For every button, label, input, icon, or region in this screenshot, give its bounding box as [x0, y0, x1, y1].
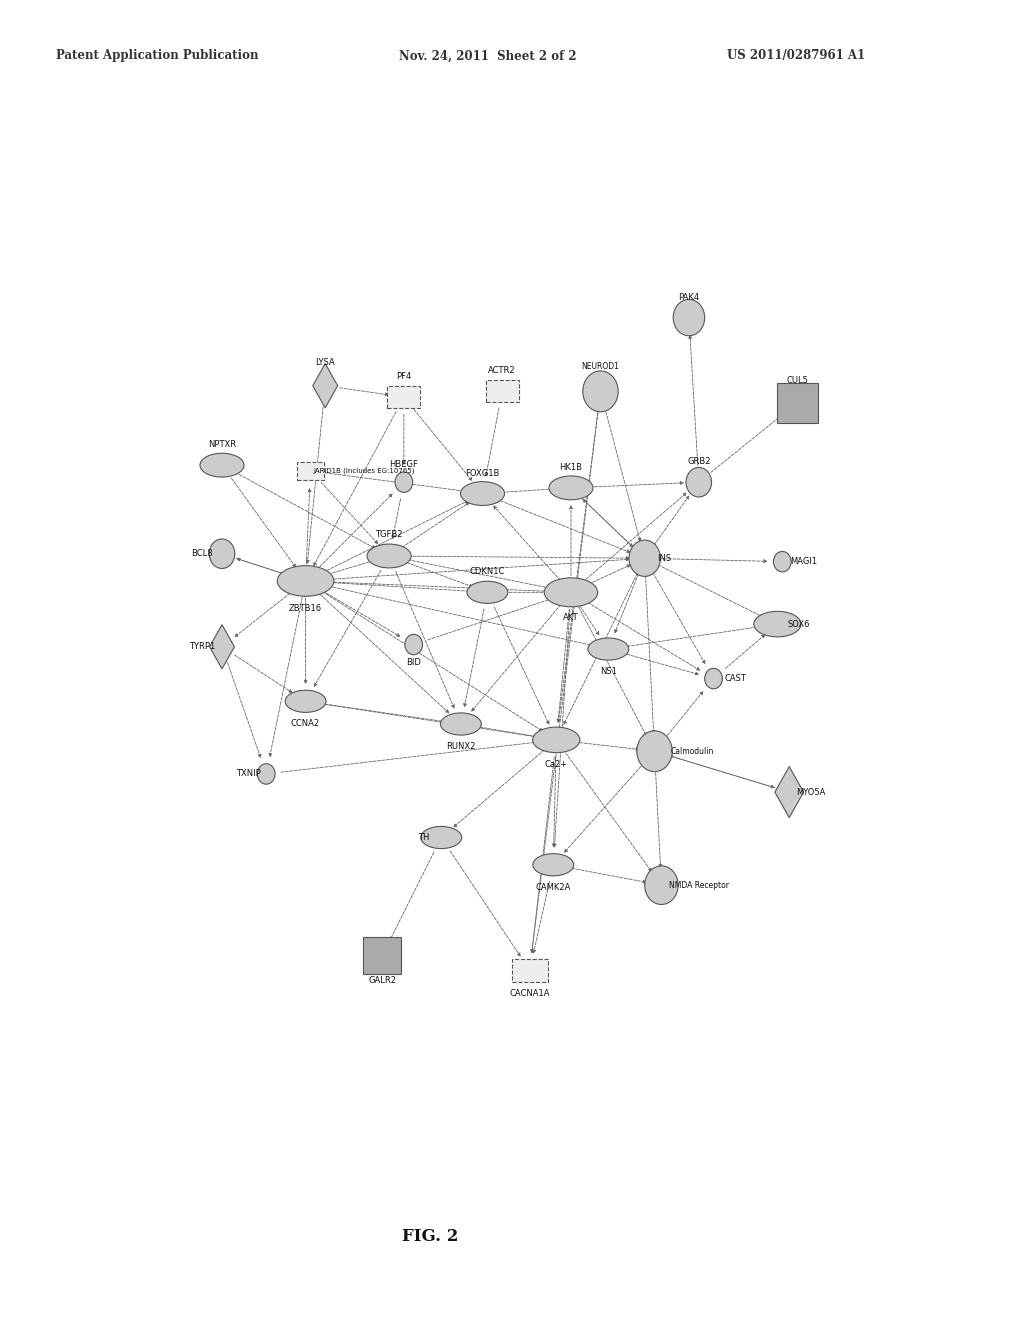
Ellipse shape	[285, 690, 326, 713]
Bar	[485, 380, 519, 403]
Text: BID: BID	[407, 659, 421, 667]
Circle shape	[583, 371, 618, 412]
Ellipse shape	[467, 581, 508, 603]
Text: Calmodulin: Calmodulin	[671, 747, 714, 756]
Text: TH: TH	[418, 833, 429, 842]
Ellipse shape	[421, 826, 462, 849]
Text: Ca2+: Ca2+	[545, 760, 567, 770]
Text: INS: INS	[657, 554, 672, 562]
Text: NEUROD1: NEUROD1	[582, 362, 620, 371]
Text: HBEGF: HBEGF	[389, 459, 418, 469]
Text: US 2011/0287961 A1: US 2011/0287961 A1	[727, 49, 865, 62]
Text: Nov. 24, 2011  Sheet 2 of 2: Nov. 24, 2011 Sheet 2 of 2	[399, 49, 577, 62]
Ellipse shape	[367, 544, 412, 568]
Text: LYSA: LYSA	[315, 359, 335, 367]
Circle shape	[686, 467, 712, 496]
Bar	[387, 387, 421, 408]
Text: CUL5: CUL5	[786, 375, 808, 384]
Text: TYRP1: TYRP1	[189, 643, 215, 651]
Text: MAGI1: MAGI1	[791, 557, 817, 566]
Ellipse shape	[200, 453, 244, 477]
Circle shape	[257, 764, 275, 784]
Text: AKT: AKT	[563, 612, 579, 622]
Text: FOXG1B: FOXG1B	[465, 469, 500, 478]
Polygon shape	[210, 624, 234, 669]
Text: TXNIP: TXNIP	[237, 770, 261, 779]
Circle shape	[673, 300, 705, 335]
Ellipse shape	[278, 566, 334, 597]
Ellipse shape	[588, 638, 629, 660]
Text: GRB2: GRB2	[687, 457, 711, 466]
Text: NPTXR: NPTXR	[208, 441, 237, 449]
Text: FIG. 2: FIG. 2	[401, 1228, 459, 1245]
Circle shape	[645, 866, 678, 904]
Ellipse shape	[544, 578, 598, 607]
Text: CACNA1A: CACNA1A	[510, 989, 550, 998]
Circle shape	[773, 552, 792, 572]
Text: ACTR2: ACTR2	[488, 367, 516, 375]
Text: JARID1B (includes EG:10765): JARID1B (includes EG:10765)	[313, 467, 416, 474]
Circle shape	[637, 731, 672, 772]
Text: CAMK2A: CAMK2A	[536, 883, 571, 892]
Text: PAK4: PAK4	[678, 293, 699, 302]
Ellipse shape	[461, 482, 505, 506]
Text: Patent Application Publication: Patent Application Publication	[56, 49, 259, 62]
Text: CCNA2: CCNA2	[291, 719, 321, 729]
Ellipse shape	[549, 477, 593, 500]
Text: RUNX2: RUNX2	[446, 742, 475, 751]
Bar	[512, 958, 548, 982]
Text: HK1B: HK1B	[559, 463, 583, 473]
Text: TGFB2: TGFB2	[376, 529, 402, 539]
Polygon shape	[312, 363, 338, 408]
Ellipse shape	[440, 713, 481, 735]
Text: BCL8: BCL8	[191, 549, 213, 558]
Bar	[297, 462, 325, 480]
Bar	[364, 937, 401, 974]
Ellipse shape	[754, 611, 801, 636]
Text: CAST: CAST	[724, 675, 746, 682]
Circle shape	[395, 473, 413, 492]
Text: GALR2: GALR2	[369, 975, 396, 985]
Text: MYO5A: MYO5A	[796, 788, 825, 796]
Circle shape	[629, 540, 660, 577]
Circle shape	[209, 539, 234, 569]
Text: NS1: NS1	[600, 668, 616, 676]
Bar	[776, 383, 817, 422]
Circle shape	[705, 668, 722, 689]
Polygon shape	[775, 767, 804, 817]
Ellipse shape	[532, 727, 580, 752]
Text: CDKN1C: CDKN1C	[470, 568, 505, 577]
Text: NMDA Receptor: NMDA Receptor	[669, 880, 729, 890]
Text: PF4: PF4	[396, 372, 412, 381]
Circle shape	[404, 635, 423, 655]
Ellipse shape	[532, 854, 573, 876]
Text: ZBTB16: ZBTB16	[289, 603, 323, 612]
Text: SOX6: SOX6	[787, 619, 810, 628]
